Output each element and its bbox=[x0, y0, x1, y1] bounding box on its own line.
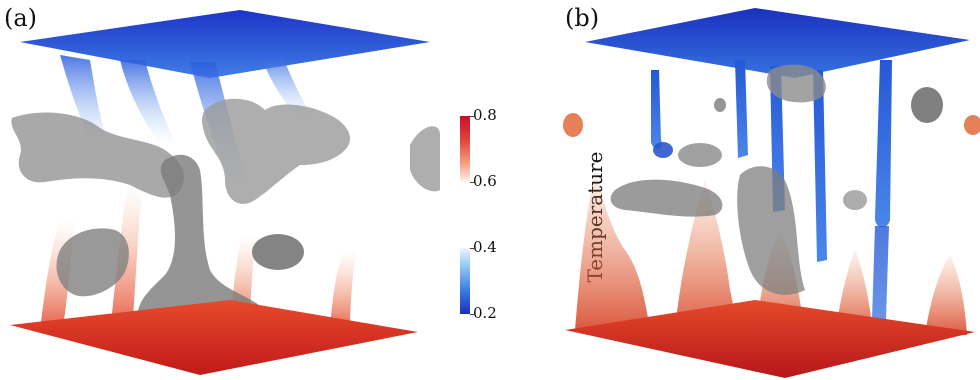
panel-label-a: (a) bbox=[4, 4, 38, 32]
cold-top-plate bbox=[585, 8, 970, 78]
hot-plume bbox=[675, 180, 735, 332]
isosurface bbox=[56, 228, 129, 297]
hot-plume bbox=[575, 170, 650, 330]
colorbar-tick-label: 0.2 bbox=[473, 304, 497, 322]
cold-plume bbox=[735, 60, 748, 158]
colorbar-hot-segment bbox=[460, 116, 470, 182]
colorbar-tickmark bbox=[470, 248, 474, 249]
colorbar-tickmark bbox=[470, 116, 474, 117]
isosurface bbox=[252, 234, 304, 270]
hot-bottom-plate bbox=[10, 300, 418, 375]
isosurface bbox=[11, 112, 185, 198]
isosurface bbox=[737, 166, 805, 295]
colorbar-tick-label: 0.8 bbox=[473, 106, 497, 124]
cold-plume bbox=[875, 60, 892, 228]
isosurface bbox=[911, 87, 943, 123]
panel-label-b: (b) bbox=[565, 4, 600, 32]
temperature-colorbar: 0.8 0.6 0.4 0.2 Temperature bbox=[455, 108, 607, 322]
isosurface bbox=[714, 98, 726, 112]
isosurface bbox=[843, 190, 867, 210]
panel-b-visualization bbox=[563, 8, 980, 378]
isosurface bbox=[610, 179, 723, 217]
isosurface bbox=[766, 64, 826, 103]
colorbar-tick-label: 0.6 bbox=[473, 172, 497, 190]
panel-a: (a) bbox=[0, 0, 440, 380]
cold-plume bbox=[120, 60, 175, 145]
isosurface bbox=[678, 143, 722, 167]
colorbar-tickmark bbox=[470, 182, 474, 183]
hot-plume bbox=[330, 250, 356, 332]
cold-plume bbox=[260, 52, 312, 120]
hot-plume bbox=[925, 255, 967, 335]
colorbar-tickmark bbox=[470, 314, 474, 315]
isosurface bbox=[410, 126, 440, 192]
hot-bottom-plate bbox=[565, 300, 975, 378]
colorbar-tick-label: 0.4 bbox=[473, 238, 497, 256]
cold-plume bbox=[651, 70, 662, 149]
isosurface bbox=[653, 142, 673, 158]
isosurface bbox=[201, 98, 350, 204]
cold-plume bbox=[813, 70, 827, 262]
isosurface bbox=[563, 113, 583, 137]
panel-b: (b) bbox=[555, 0, 980, 380]
colorbar-cold-segment bbox=[460, 248, 470, 314]
panel-a-visualization bbox=[10, 10, 440, 375]
isosurface bbox=[964, 115, 980, 135]
